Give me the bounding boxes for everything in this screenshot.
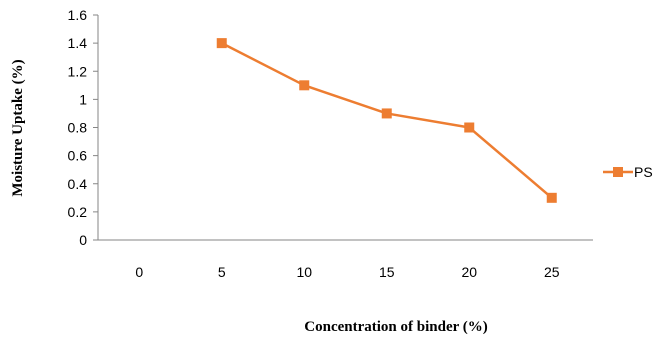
y-axis-title: Moisture Uptake (%) [10, 59, 26, 196]
x-axis-title: Concentration of binder (%) [304, 319, 487, 335]
x-tick-label: 10 [296, 264, 312, 280]
y-tick-label: 1.6 [68, 7, 88, 23]
x-tick-label: 25 [544, 264, 560, 280]
legend: PS [603, 164, 653, 180]
legend-marker [613, 167, 623, 177]
x-tick-label: 5 [218, 264, 226, 280]
y-axis: 0 0.2 0.4 0.6 0.8 1 1.2 1.4 1.6 [68, 7, 99, 248]
data-point [381, 108, 392, 119]
x-tick-label: 0 [135, 264, 143, 280]
y-tick-label: 0.8 [68, 120, 88, 136]
data-point [464, 122, 475, 133]
data-point [216, 38, 227, 49]
y-tick-label: 0.6 [68, 148, 88, 164]
x-tick-label: 20 [461, 264, 477, 280]
x-axis: 0 5 10 15 20 25 [98, 239, 593, 280]
series-line-ps [221, 42, 553, 199]
legend-label: PS [634, 164, 653, 180]
plot-area [216, 38, 557, 203]
data-point [546, 192, 557, 203]
y-tick-label: 1.4 [68, 35, 88, 51]
y-tick-label: 0.2 [68, 204, 88, 220]
data-point [299, 80, 310, 91]
y-tick-label: 0 [79, 232, 87, 248]
y-tick-label: 1 [79, 91, 87, 107]
y-tick-label: 0.4 [68, 176, 88, 192]
x-tick-label: 15 [379, 264, 395, 280]
y-tick-label: 1.2 [68, 63, 88, 79]
